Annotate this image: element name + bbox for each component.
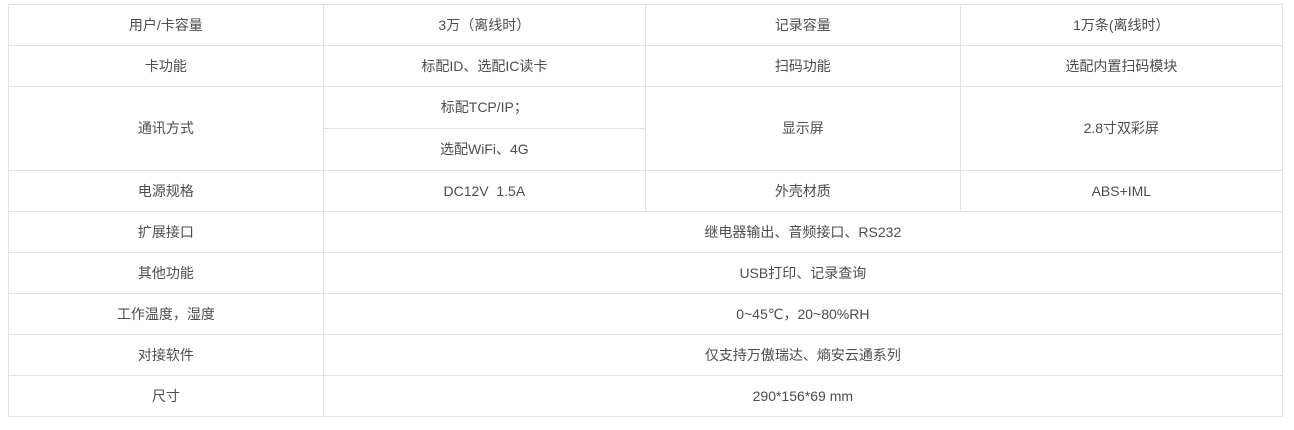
table-row: 电源规格 DC12V 1.5A 外壳材质 ABS+IML	[8, 170, 1284, 212]
spec-value-other-functions: USB打印、记录查询	[322, 252, 1284, 294]
table-row: 卡功能 标配ID、选配IC读卡 扫码功能 选配内置扫码模块	[8, 45, 1284, 87]
spec-value-user-card-capacity: 3万（离线时）	[322, 4, 646, 46]
spec-label-other-functions: 其他功能	[8, 252, 324, 294]
spec-value-scan-function: 选配内置扫码模块	[959, 45, 1284, 87]
spec-value-record-capacity: 1万条(离线时）	[959, 4, 1284, 46]
spec-value-card-function: 标配ID、选配IC读卡	[322, 45, 646, 87]
spec-value-operating-temp-humidity: 0~45℃，20~80%RH	[322, 293, 1284, 335]
spec-label-card-function: 卡功能	[8, 45, 324, 87]
table-row: 选配WiFi、4G	[9, 128, 1283, 171]
table-row: 用户/卡容量 3万（离线时） 记录容量 1万条(离线时）	[8, 4, 1284, 46]
spec-label-software-compatibility: 对接软件	[8, 334, 324, 376]
spec-label-user-card-capacity: 用户/卡容量	[8, 4, 324, 46]
table-row: 对接软件 仅支持万傲瑞达、熵安云通系列	[8, 334, 1284, 376]
spec-value-power: DC12V 1.5A	[322, 170, 646, 212]
spec-label-scan-function: 扫码功能	[644, 45, 961, 87]
spec-label-display: 显示屏	[644, 86, 961, 171]
spec-value-expansion-interface: 继电器输出、音频接口、RS232	[322, 211, 1284, 253]
spec-label-dimensions: 尺寸	[8, 375, 324, 417]
spec-value-display: 2.8寸双彩屏	[959, 86, 1284, 171]
spec-value-shell-material: ABS+IML	[959, 170, 1284, 212]
table-row: 其他功能 USB打印、记录查询	[8, 252, 1284, 294]
spec-value-dimensions: 290*156*69 mm	[322, 375, 1284, 417]
spec-label-communication: 通讯方式	[8, 86, 324, 171]
table-row: 通讯方式 标配TCP/IP； 显示屏 2.8寸双彩屏	[8, 86, 1284, 171]
spec-label-power: 电源规格	[8, 170, 324, 212]
spec-value-communication-standard: 标配TCP/IP；	[322, 86, 646, 129]
table-row: 尺寸 290*156*69 mm	[8, 375, 1284, 417]
spec-label-operating-temp-humidity: 工作温度，湿度	[8, 293, 324, 335]
table-row: 扩展接口 继电器输出、音频接口、RS232	[8, 211, 1284, 253]
spec-label-shell-material: 外壳材质	[644, 170, 961, 212]
spec-table: 用户/卡容量 3万（离线时） 记录容量 1万条(离线时） 卡功能 标配ID、选配…	[8, 4, 1284, 417]
spec-value-software-compatibility: 仅支持万傲瑞达、熵安云通系列	[322, 334, 1284, 376]
table-row: 工作温度，湿度 0~45℃，20~80%RH	[8, 293, 1284, 335]
spec-label-expansion-interface: 扩展接口	[8, 211, 324, 253]
spec-label-record-capacity: 记录容量	[644, 4, 961, 46]
spec-value-communication-optional: 选配WiFi、4G	[322, 128, 646, 171]
